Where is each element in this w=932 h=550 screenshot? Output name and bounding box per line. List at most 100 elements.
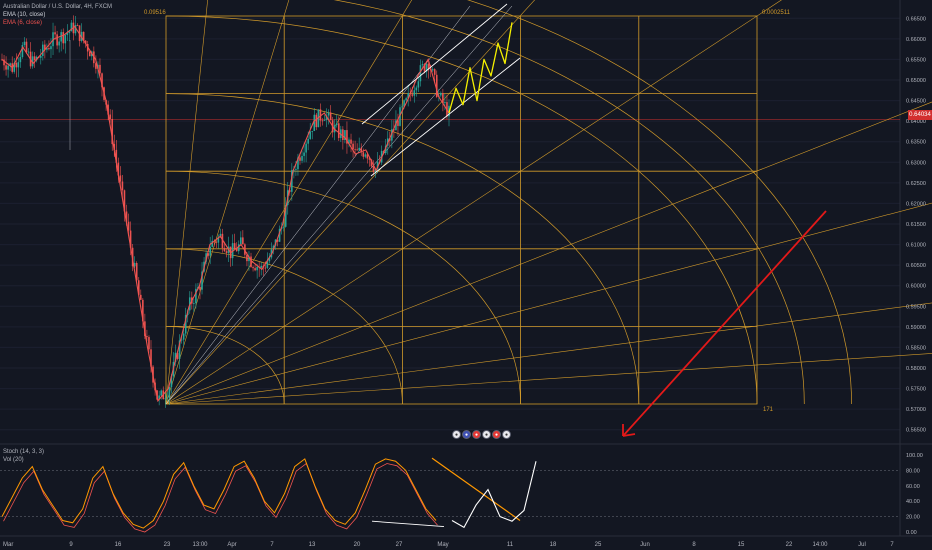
ema-6-legend[interactable]: EMA (6, close) [3,20,43,26]
time-tick-label: Jun [640,542,650,548]
candle-body [252,267,254,269]
event-badge[interactable]: ● [452,430,461,439]
channel-lower-line [370,57,521,177]
price-projection[interactable] [448,22,513,114]
gann-top-right-label: 0.0002511 [762,10,790,16]
time-tick-label: 25 [595,542,602,548]
candle-body [115,149,118,163]
candle-body [260,265,263,268]
gann-arc [165,326,285,405]
time-tick-label: Apr [227,542,236,548]
price-candles [1,15,450,408]
candle-body [272,245,275,250]
candle-body [276,239,279,242]
candle-body [297,157,299,170]
volume-legend[interactable]: Vol (20) [3,457,24,463]
price-tick-label: 0.56500 [906,428,926,434]
ema-10-legend[interactable]: EMA (10, close) [3,12,46,18]
candle-body [237,244,240,252]
candle-body [354,149,356,151]
candle-body [348,139,350,144]
candle-body [254,268,256,271]
candle-body [23,41,26,46]
event-badge[interactable]: ● [462,430,471,439]
candle-body [99,64,101,74]
candle-body [9,63,11,66]
candle-body [366,154,369,159]
event-badge[interactable]: ● [492,430,501,439]
candle-body [242,237,244,245]
arrow-shaft [622,210,827,437]
candle-body [180,339,183,341]
candle-body [295,169,297,171]
candle-body [440,93,442,96]
candle-body [411,94,414,96]
candle-body [278,228,281,242]
stoch-axis[interactable]: 100.00 80.00 60.00 40.00 20.00 0.00 [906,453,923,536]
candle-body [3,59,5,66]
time-tick-label: 7 [270,542,274,548]
candle-body [368,158,371,160]
price-tick-label: 0.60500 [906,263,926,269]
grid-lines [0,0,932,537]
gann-top-left-label: 0.09516 [144,10,166,16]
candle-body [391,129,393,141]
gann-fan-line [165,5,471,405]
time-tick-label: 15 [738,542,745,548]
ema-line [1,25,450,403]
candle-body [146,336,148,338]
time-tick-label: 11 [507,542,514,548]
price-tick-label: 0.61500 [906,222,926,228]
candle-body [431,69,434,71]
symbol-title[interactable]: Australian Dollar / U.S. Dollar, 4H, FXC… [3,4,113,10]
price-axis[interactable]: 0.66500 0.66000 0.65500 0.65000 0.64500 0.640… [906,16,926,433]
stoch-legend[interactable]: Stoch (14, 3, 3) [3,449,45,455]
event-badge[interactable]: ● [482,430,491,439]
candle-body [125,211,128,222]
time-tick-label: 13:00 [192,542,208,548]
candle-body [421,64,424,66]
price-tick-label: 0.61000 [906,243,926,249]
time-tick-label: May [437,542,448,548]
gann-bottom-right-label: 171 [763,407,774,413]
stoch-trendline [431,457,521,521]
candle-body [423,64,426,72]
channel-upper-line [361,3,508,125]
candle-body [135,262,138,281]
gann-arc [333,0,805,405]
candle-body [201,271,203,290]
candle-body [129,230,132,248]
event-badges: ● ● ● ● ● ● [452,430,511,439]
time-tick-label: 13 [309,542,316,548]
candle-body [413,90,416,96]
candle-body [225,251,228,253]
candle-body [15,62,18,68]
candle-body [101,73,103,88]
bearish-arrow[interactable] [622,210,827,437]
candle-body [46,48,48,50]
candle-body [433,69,436,75]
gann-arc [466,0,852,405]
gann-arc [165,15,758,405]
candle-body [299,157,301,161]
candle-body [403,100,405,107]
candle-body [362,152,365,157]
event-badge[interactable]: ● [502,430,511,439]
candle-body [107,104,109,115]
candle-body [19,56,22,63]
trend-channel[interactable] [361,3,521,177]
time-axis[interactable]: Mar 9 16 23 13:00 Apr 7 13 20 27 May 11 18 25 Jun 8 15 22… [3,542,894,548]
candle-body [356,149,358,151]
price-tick-label: 0.65000 [906,78,926,84]
gann-fan-line [165,202,932,405]
candle-body [350,139,352,144]
candle-body [305,143,307,153]
candle-body [313,114,316,132]
candle-body [25,41,28,53]
candle-body [123,190,126,212]
gann-fan-line [165,101,932,405]
event-badge[interactable]: ● [472,430,481,439]
gann-box [165,15,758,405]
candle-body [64,34,67,44]
